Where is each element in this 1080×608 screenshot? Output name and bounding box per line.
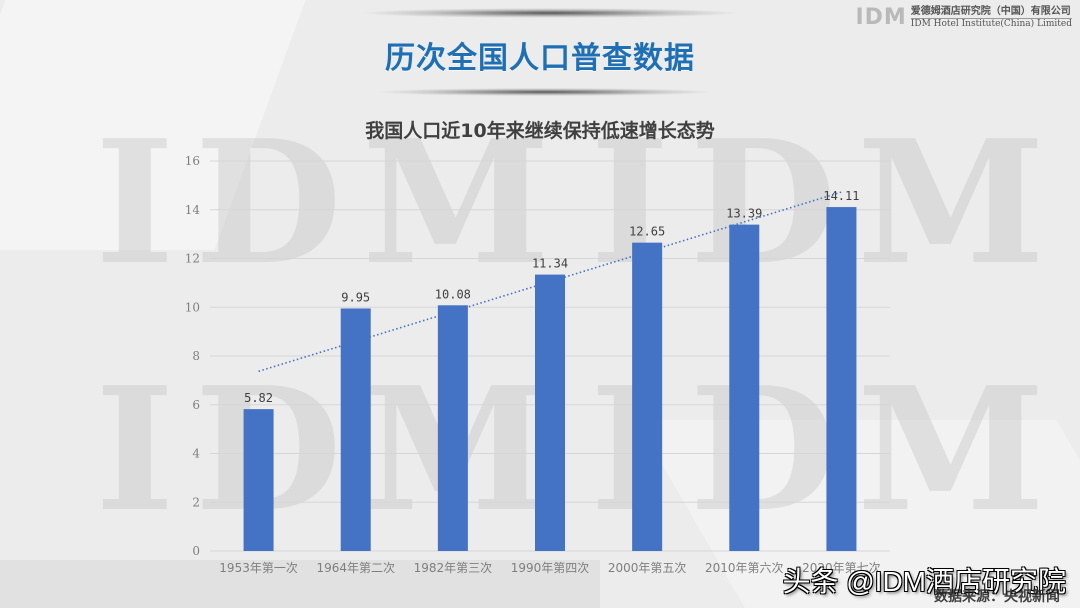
bar xyxy=(437,305,468,551)
data-label: 14.11 xyxy=(823,189,859,203)
data-label: 12.65 xyxy=(629,225,665,239)
idm-watermark: IDM xyxy=(590,103,1066,303)
x-category-label: 1982年第三次 xyxy=(414,561,493,575)
x-category-label: 1953年第一次 xyxy=(219,561,298,575)
y-tick-label: 6 xyxy=(192,398,200,412)
y-tick-label: 12 xyxy=(185,252,200,266)
bar xyxy=(243,409,274,551)
platform-watermark: 头条 @IDM酒店研究院 xyxy=(782,566,1066,597)
bar xyxy=(535,274,565,551)
brand-name-en: IDM Hotel Institute(China) Limited xyxy=(910,18,1072,29)
brand-name-cn: 爱德姆酒店研究院（中国）有限公司 xyxy=(910,6,1072,19)
y-tick-label: 0 xyxy=(192,544,200,558)
x-category-label: 1964年第二次 xyxy=(316,561,395,575)
idm-watermark: IDM xyxy=(95,103,571,303)
bar xyxy=(632,242,663,551)
data-label: 13.39 xyxy=(726,207,762,221)
x-category-label: 1990年第四次 xyxy=(511,561,590,575)
y-tick-label: 4 xyxy=(192,447,200,461)
title-underline-shadow xyxy=(380,88,710,96)
y-tick-label: 14 xyxy=(185,203,201,217)
y-tick-label: 10 xyxy=(185,300,200,314)
x-category-label: 2010年第六次 xyxy=(705,561,784,575)
background-shard xyxy=(0,560,600,608)
bar xyxy=(729,224,760,551)
idm-watermark: IDM xyxy=(95,350,571,550)
page-title: 历次全国人口普查数据 xyxy=(385,41,695,76)
bar xyxy=(340,308,371,551)
data-label: 11.34 xyxy=(532,257,568,271)
x-category-label: 2020年第七次 xyxy=(802,561,881,575)
bar xyxy=(826,207,857,551)
data-label: 9.95 xyxy=(341,290,370,304)
trendline xyxy=(258,191,842,373)
data-label: 5.82 xyxy=(244,391,273,405)
y-tick-label: 16 xyxy=(185,154,200,168)
y-tick-label: 2 xyxy=(192,495,200,509)
idm-watermark: IDM xyxy=(590,365,1065,535)
y-tick-label: 8 xyxy=(192,349,200,363)
header-shadow-decoration xyxy=(360,8,740,18)
brand-logo: IDM 爱德姆酒店研究院（中国）有限公司 IDM Hotel Institute… xyxy=(855,5,1072,30)
chart-title: 我国人口近10年来继续保持低速增长态势 xyxy=(365,120,715,142)
x-category-label: 2000年第五次 xyxy=(608,561,687,575)
idm-logo-icon: IDM xyxy=(855,5,907,30)
data-label: 10.08 xyxy=(435,287,471,301)
data-source-note: 数据来源：央视新闻 xyxy=(934,589,1060,605)
